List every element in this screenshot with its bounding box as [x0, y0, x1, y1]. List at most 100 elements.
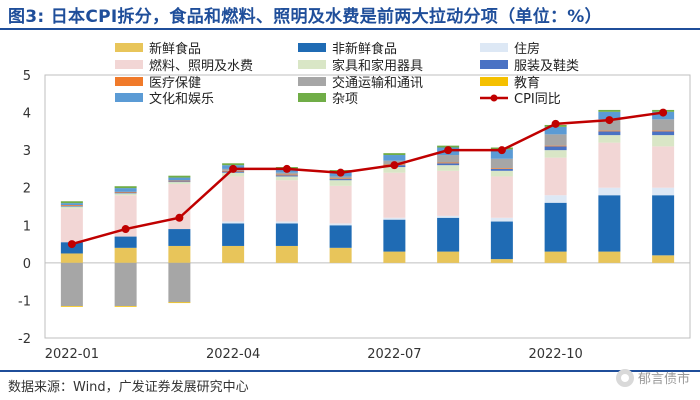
bar-segment: [222, 223, 245, 246]
y-tick-label: -1: [18, 294, 31, 309]
bar-segment: [544, 150, 567, 158]
stacked-bar-line-chart: -2 -1 0 1 2 3 4 5 2022-01 2022-04 2022-07 2022-10 新鲜…: [18, 41, 691, 362]
bar-segment: [490, 168, 513, 169]
bar-segment: [222, 163, 245, 166]
bar-segment: [329, 176, 352, 179]
watermark-text: 郁言债市: [637, 372, 690, 387]
cpi-point: [659, 108, 668, 117]
legend-label: 文化和娱乐: [149, 92, 214, 107]
bar-segment: [652, 255, 675, 263]
wechat-logo-icon: [615, 368, 634, 387]
bar-segment: [222, 172, 245, 177]
bar-segment: [168, 181, 191, 183]
source-note: 数据来源：Wind，广发证券发展研究中心: [8, 380, 249, 395]
bar-segment: [383, 153, 406, 156]
y-tick-label: 3: [23, 144, 31, 159]
bar-segment: [437, 217, 460, 252]
bar-segment: [598, 142, 621, 188]
bar-segment: [490, 176, 513, 218]
bar-segment: [275, 176, 298, 181]
bar-segment: [652, 187, 675, 196]
cpi-point: [229, 164, 238, 173]
bar-segment: [598, 187, 621, 196]
bar-segment: [329, 179, 352, 181]
cpi-point: [67, 240, 76, 249]
bar-segment: [437, 170, 460, 216]
bar-segment: [652, 119, 675, 131]
bar-segment: [490, 158, 513, 169]
bar-segment: [168, 183, 191, 230]
bar-segment: [598, 119, 621, 131]
legend-swatch: [480, 60, 508, 69]
bar-segment: [598, 135, 621, 143]
bar-segment: [275, 175, 298, 177]
cpi-point: [605, 116, 614, 125]
x-tick-label: 2022-07: [367, 347, 421, 362]
bar-segment: [544, 134, 567, 146]
bar-segment: [383, 167, 406, 173]
bar-segment: [383, 251, 406, 263]
bar-segment: [114, 192, 137, 194]
bar-segment: [60, 205, 83, 207]
bar-segment: [490, 221, 513, 260]
legend-label: 杂项: [332, 92, 358, 107]
bar-segment: [222, 245, 245, 263]
cpi-point: [282, 164, 291, 173]
bar-segment: [168, 262, 191, 303]
bar-segment: [222, 221, 245, 224]
bar-segment: [114, 193, 137, 196]
bar-segment: [329, 178, 352, 180]
bar-segment: [490, 170, 513, 177]
legend-label: CPI同比: [514, 92, 561, 107]
legend-label: 住房: [514, 41, 540, 57]
bar-segment: [437, 162, 460, 164]
plot-frame: [44, 74, 691, 339]
bar-segment: [168, 229, 191, 246]
bar-segment: [114, 306, 137, 307]
legend-label: 医疗保健: [149, 76, 201, 91]
legend-label: 教育: [514, 75, 540, 91]
bar-segment: [114, 186, 137, 189]
bar-segment: [437, 163, 460, 166]
bar-segment: [168, 182, 191, 184]
bar-segment: [329, 223, 352, 226]
cpi-point: [551, 119, 560, 128]
y-tick-label: 0: [23, 257, 31, 272]
bar-segment: [329, 180, 352, 186]
bar-segment: [275, 180, 298, 222]
bar-segment: [383, 217, 406, 220]
bar-segment: [383, 219, 406, 252]
cpi-point: [390, 161, 399, 170]
bar-segment: [544, 126, 567, 135]
cpi-point: [497, 146, 506, 155]
x-tick-label: 2022-04: [206, 347, 260, 362]
cpi-point: [121, 225, 130, 234]
bar-segment: [168, 175, 191, 178]
bar-segment: [60, 253, 83, 263]
y-tick-label: 5: [23, 69, 31, 84]
cpi-point: [175, 213, 184, 222]
x-tick-label: 2022-10: [528, 347, 582, 362]
legend-swatch: [480, 77, 508, 86]
bar-segment: [598, 111, 621, 120]
cpi-point: [336, 168, 345, 177]
title-bar: 图3: 日本CPI拆分，食品和燃料、照明及水费是前两大拉动分项（单位：%）: [0, 0, 700, 30]
bar-segment: [437, 165, 460, 171]
bar-segment: [544, 195, 567, 203]
bar-segment: [114, 191, 137, 193]
bar-segment: [598, 109, 621, 112]
bar-segment: [329, 247, 352, 263]
bar-segment: [544, 145, 567, 147]
bar-segment: [490, 259, 513, 263]
legend-label: 新鲜食品: [149, 41, 201, 57]
bar-segment: [168, 302, 191, 304]
bar-segment: [114, 262, 137, 307]
bar-segment: [60, 203, 83, 205]
bar-segment: [114, 247, 137, 263]
bar-segment: [652, 146, 675, 188]
bar-segment: [275, 172, 298, 175]
legend-swatch: [115, 60, 143, 69]
bar-segment: [60, 204, 83, 206]
y-tick-label: 4: [23, 107, 31, 122]
bar-segment: [490, 217, 513, 222]
